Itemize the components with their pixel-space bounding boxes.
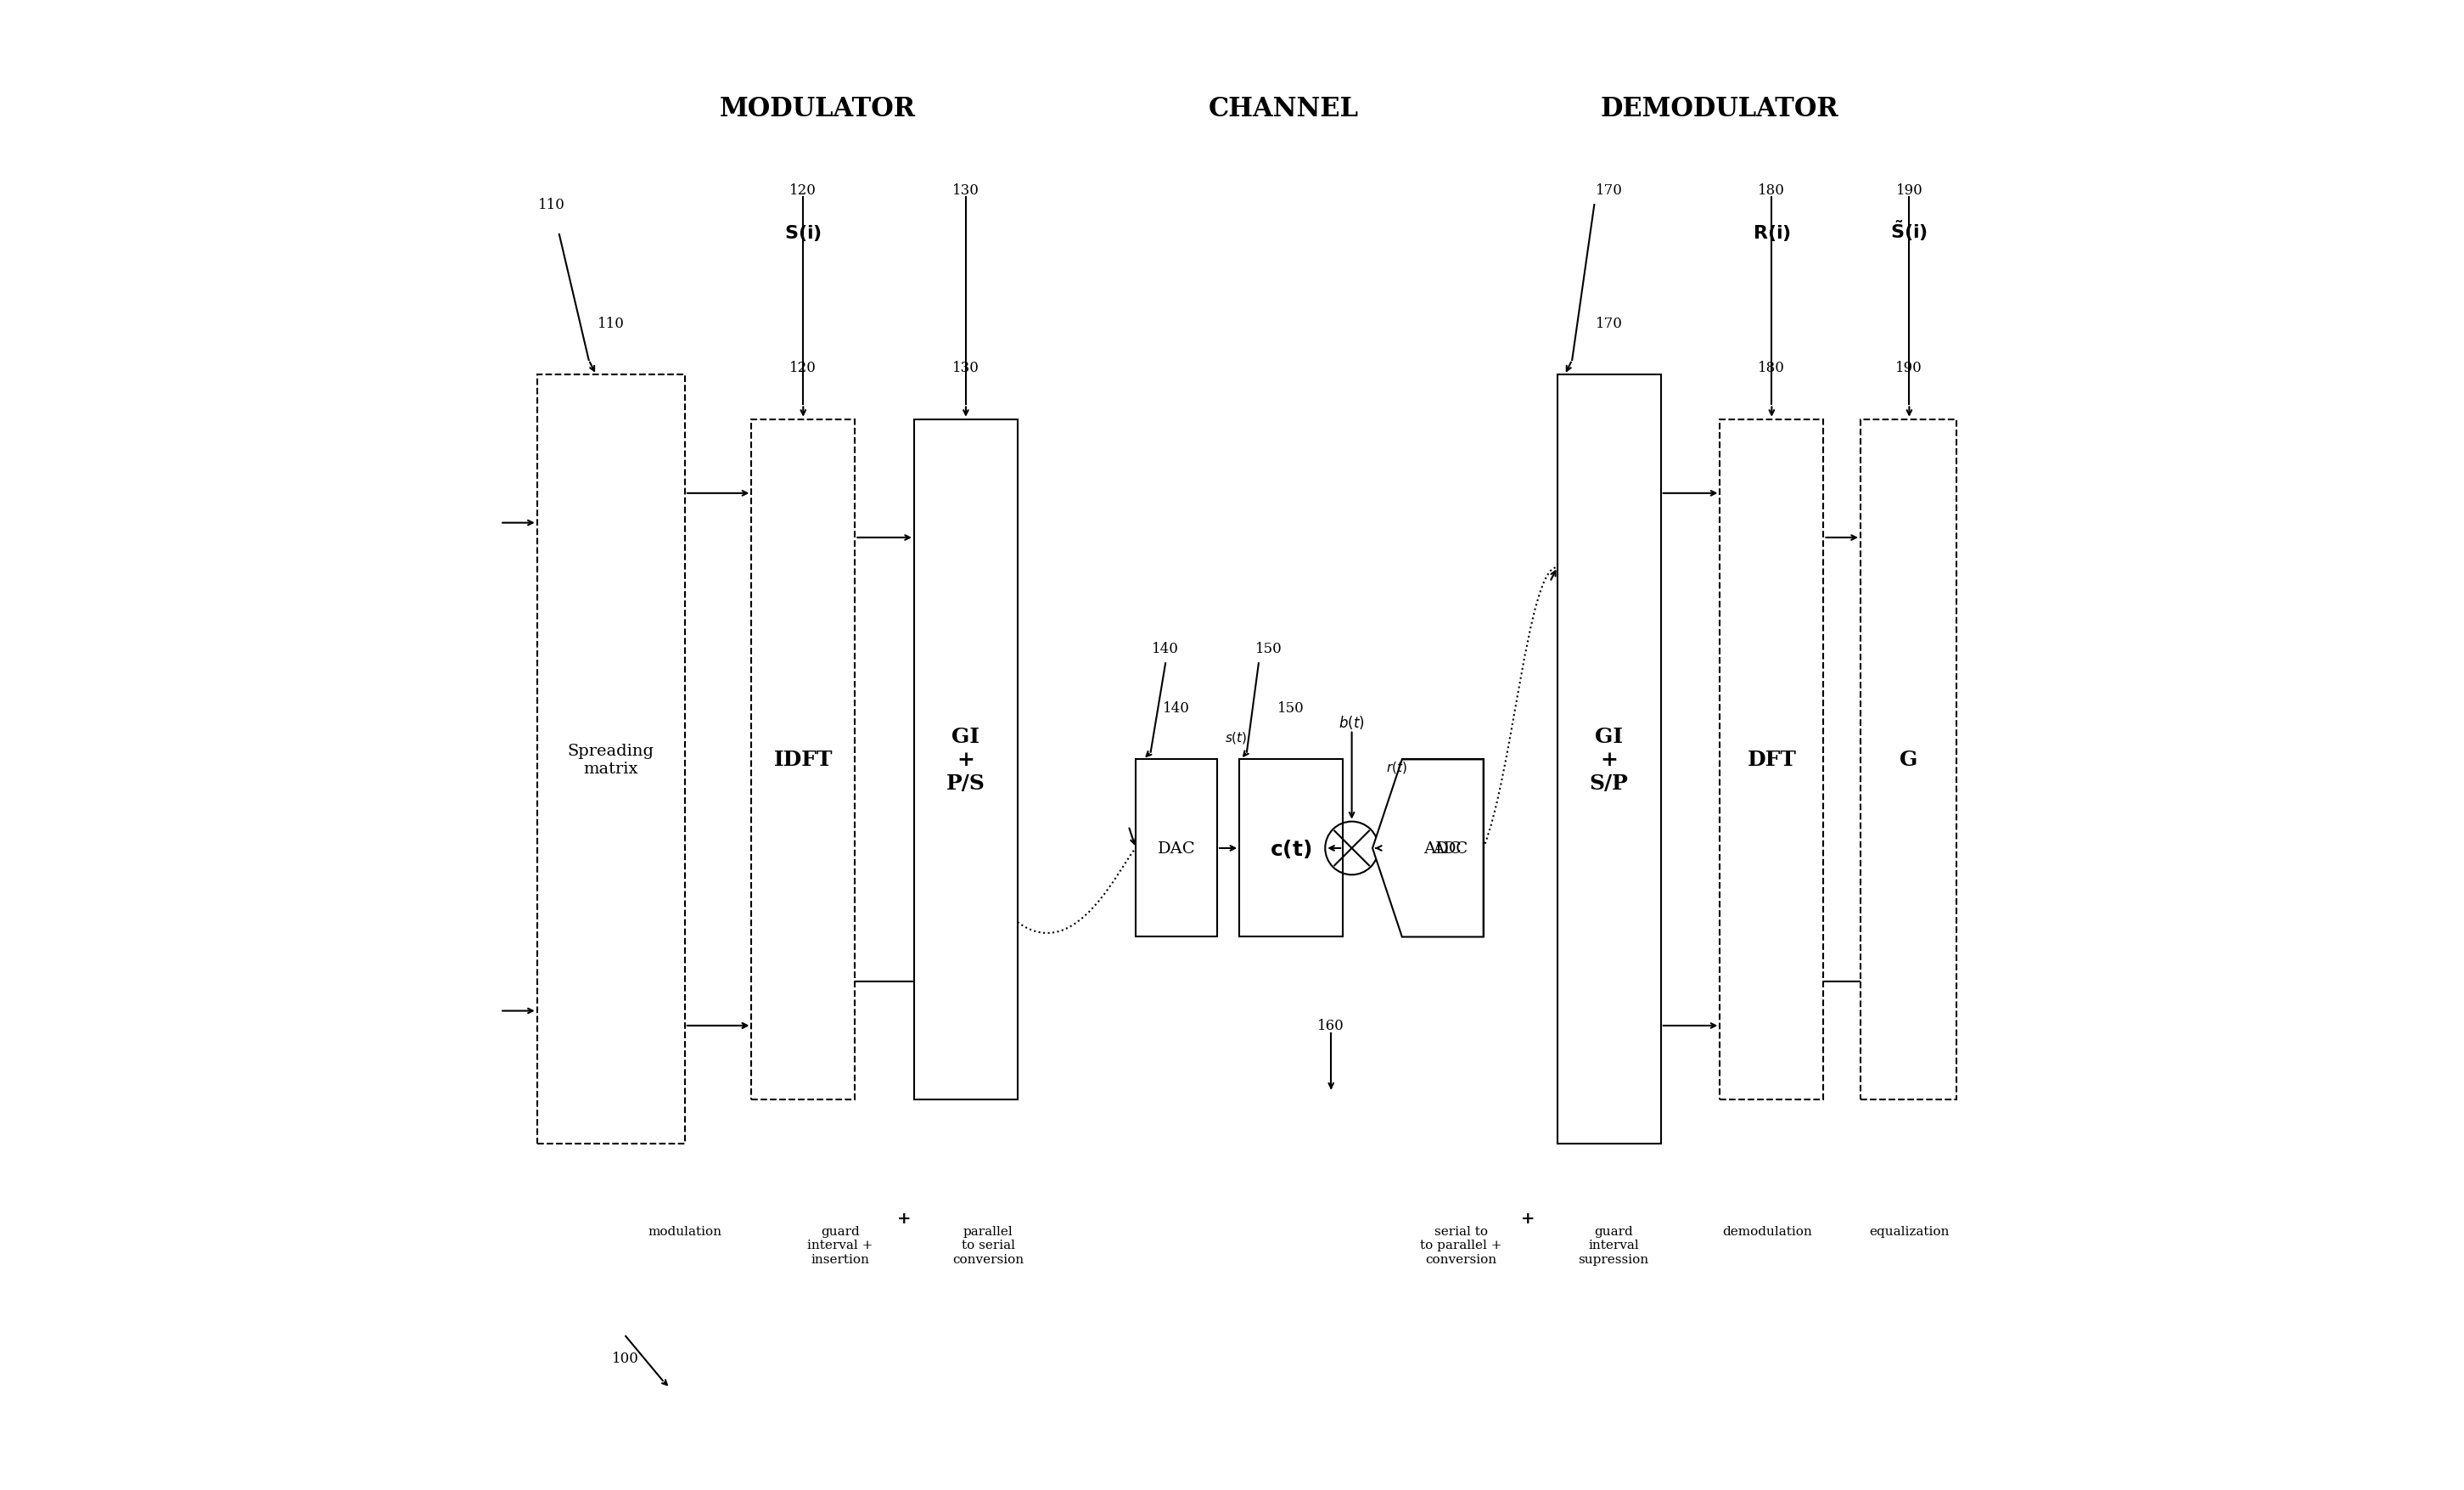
- Text: 180: 180: [1759, 183, 1786, 198]
- Text: $r(t)$: $r(t)$: [1385, 760, 1407, 775]
- FancyBboxPatch shape: [1136, 760, 1217, 937]
- Text: equalization: equalization: [1870, 1225, 1949, 1237]
- Text: GI
+
S/P: GI + S/P: [1589, 726, 1629, 794]
- Text: guard
interval
supression: guard interval supression: [1579, 1225, 1648, 1265]
- Text: IDFT: IDFT: [774, 749, 833, 770]
- FancyBboxPatch shape: [752, 420, 855, 1100]
- Text: +: +: [1520, 1211, 1535, 1226]
- Text: G: G: [1900, 749, 1917, 770]
- Text: DAC: DAC: [1158, 840, 1195, 857]
- Text: 180: 180: [1759, 361, 1786, 375]
- Text: demodulation: demodulation: [1722, 1225, 1811, 1237]
- Text: serial to
to parallel +
conversion: serial to to parallel + conversion: [1419, 1225, 1503, 1265]
- FancyBboxPatch shape: [1557, 375, 1661, 1144]
- FancyBboxPatch shape: [1402, 760, 1483, 937]
- Text: DFT: DFT: [1747, 749, 1796, 770]
- Text: $\mathbf{c(t)}$: $\mathbf{c(t)}$: [1269, 837, 1313, 860]
- Text: 110: 110: [537, 198, 564, 213]
- Text: 170: 170: [1597, 183, 1624, 198]
- Text: 130: 130: [951, 361, 978, 375]
- FancyBboxPatch shape: [1239, 760, 1343, 937]
- Text: 140: 140: [1153, 642, 1178, 656]
- Text: 130: 130: [951, 183, 978, 198]
- Text: GI
+
P/S: GI + P/S: [946, 726, 986, 794]
- Text: $\mathbf{\tilde{S}(i)}$: $\mathbf{\tilde{S}(i)}$: [1890, 218, 1927, 243]
- Text: 190: 190: [1895, 361, 1922, 375]
- Text: Spreading
matrix: Spreading matrix: [567, 744, 655, 776]
- Text: guard
interval +
insertion: guard interval + insertion: [808, 1225, 872, 1265]
- Text: CHANNEL: CHANNEL: [1210, 97, 1358, 122]
- Text: 120: 120: [788, 361, 816, 375]
- FancyBboxPatch shape: [537, 375, 685, 1144]
- Text: ADC: ADC: [1424, 840, 1461, 857]
- Text: ADC: ADC: [1432, 840, 1469, 857]
- Text: 100: 100: [611, 1351, 638, 1365]
- Text: $\mathbf{R(i)}$: $\mathbf{R(i)}$: [1752, 224, 1791, 243]
- FancyBboxPatch shape: [1720, 420, 1823, 1100]
- Text: 110: 110: [596, 317, 623, 331]
- Text: 140: 140: [1163, 700, 1190, 715]
- Text: DEMODULATOR: DEMODULATOR: [1602, 97, 1838, 122]
- Text: 190: 190: [1895, 183, 1922, 198]
- Text: 150: 150: [1257, 642, 1281, 656]
- Text: $\mathbf{S(i)}$: $\mathbf{S(i)}$: [784, 224, 823, 243]
- Text: 120: 120: [788, 183, 816, 198]
- Text: $s(t)$: $s(t)$: [1225, 730, 1247, 745]
- Text: MODULATOR: MODULATOR: [719, 97, 917, 122]
- Text: 150: 150: [1279, 700, 1303, 715]
- Text: 160: 160: [1318, 1019, 1345, 1033]
- Text: $b(t)$: $b(t)$: [1338, 714, 1365, 730]
- FancyBboxPatch shape: [914, 420, 1018, 1100]
- FancyBboxPatch shape: [1860, 420, 1956, 1100]
- Text: parallel
to serial
conversion: parallel to serial conversion: [951, 1225, 1023, 1265]
- Text: 170: 170: [1597, 317, 1624, 331]
- Text: +: +: [897, 1211, 912, 1226]
- Text: modulation: modulation: [648, 1225, 722, 1237]
- Polygon shape: [1372, 760, 1483, 937]
